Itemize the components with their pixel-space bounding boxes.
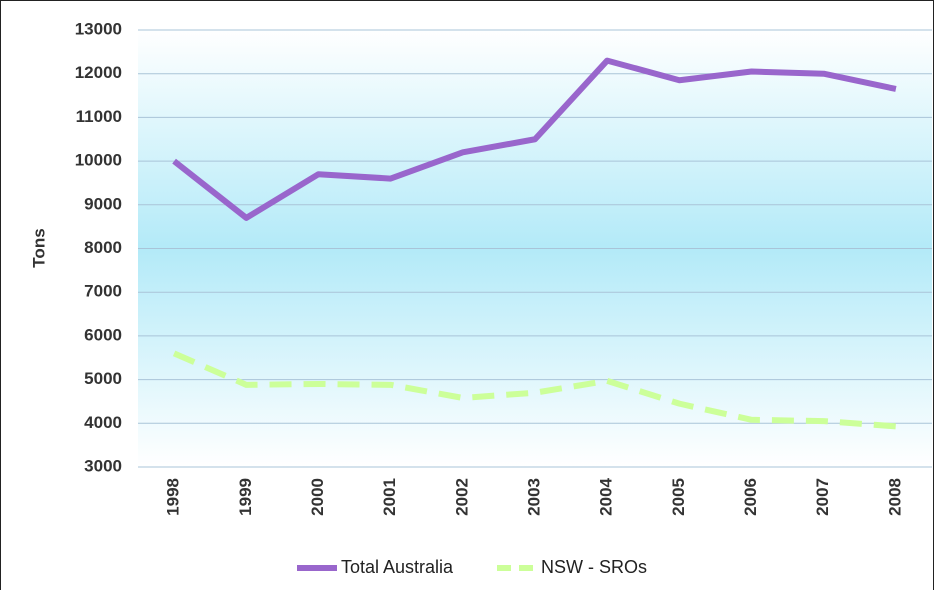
x-tick-label: 2008 bbox=[885, 478, 904, 516]
y-tick-label: 7000 bbox=[84, 282, 122, 301]
series-line bbox=[172, 57, 897, 221]
x-tick-label: 2002 bbox=[452, 478, 471, 516]
series-line bbox=[172, 350, 897, 430]
x-tick-label: 2006 bbox=[741, 478, 760, 516]
y-tick-label: 12000 bbox=[75, 63, 122, 82]
y-tick-label: 9000 bbox=[84, 194, 122, 213]
y-tick-label: 5000 bbox=[84, 369, 122, 388]
x-tick-label: 1999 bbox=[236, 478, 255, 516]
y-axis-label: Tons bbox=[29, 228, 48, 267]
x-tick-label: 1998 bbox=[164, 478, 183, 516]
x-tick-label: 2007 bbox=[813, 478, 832, 516]
x-tick-label: 2003 bbox=[524, 478, 543, 516]
y-tick-label: 13000 bbox=[75, 19, 122, 38]
y-tick-label: 11000 bbox=[76, 107, 122, 126]
legend-text: NSW - SROs bbox=[541, 557, 647, 577]
x-tick-label: 2000 bbox=[308, 478, 327, 516]
y-tick-label: 3000 bbox=[84, 456, 122, 475]
y-tick-label: 6000 bbox=[84, 325, 122, 344]
y-tick-label: 8000 bbox=[84, 238, 122, 257]
x-tick-label: 2004 bbox=[597, 477, 616, 515]
x-tick-label: 2005 bbox=[669, 478, 688, 516]
y-tick-label: 10000 bbox=[75, 151, 122, 170]
y-tick-label: 4000 bbox=[84, 413, 122, 432]
legend-text: Total Australia bbox=[341, 557, 454, 577]
x-tick-label: 2001 bbox=[380, 478, 399, 516]
